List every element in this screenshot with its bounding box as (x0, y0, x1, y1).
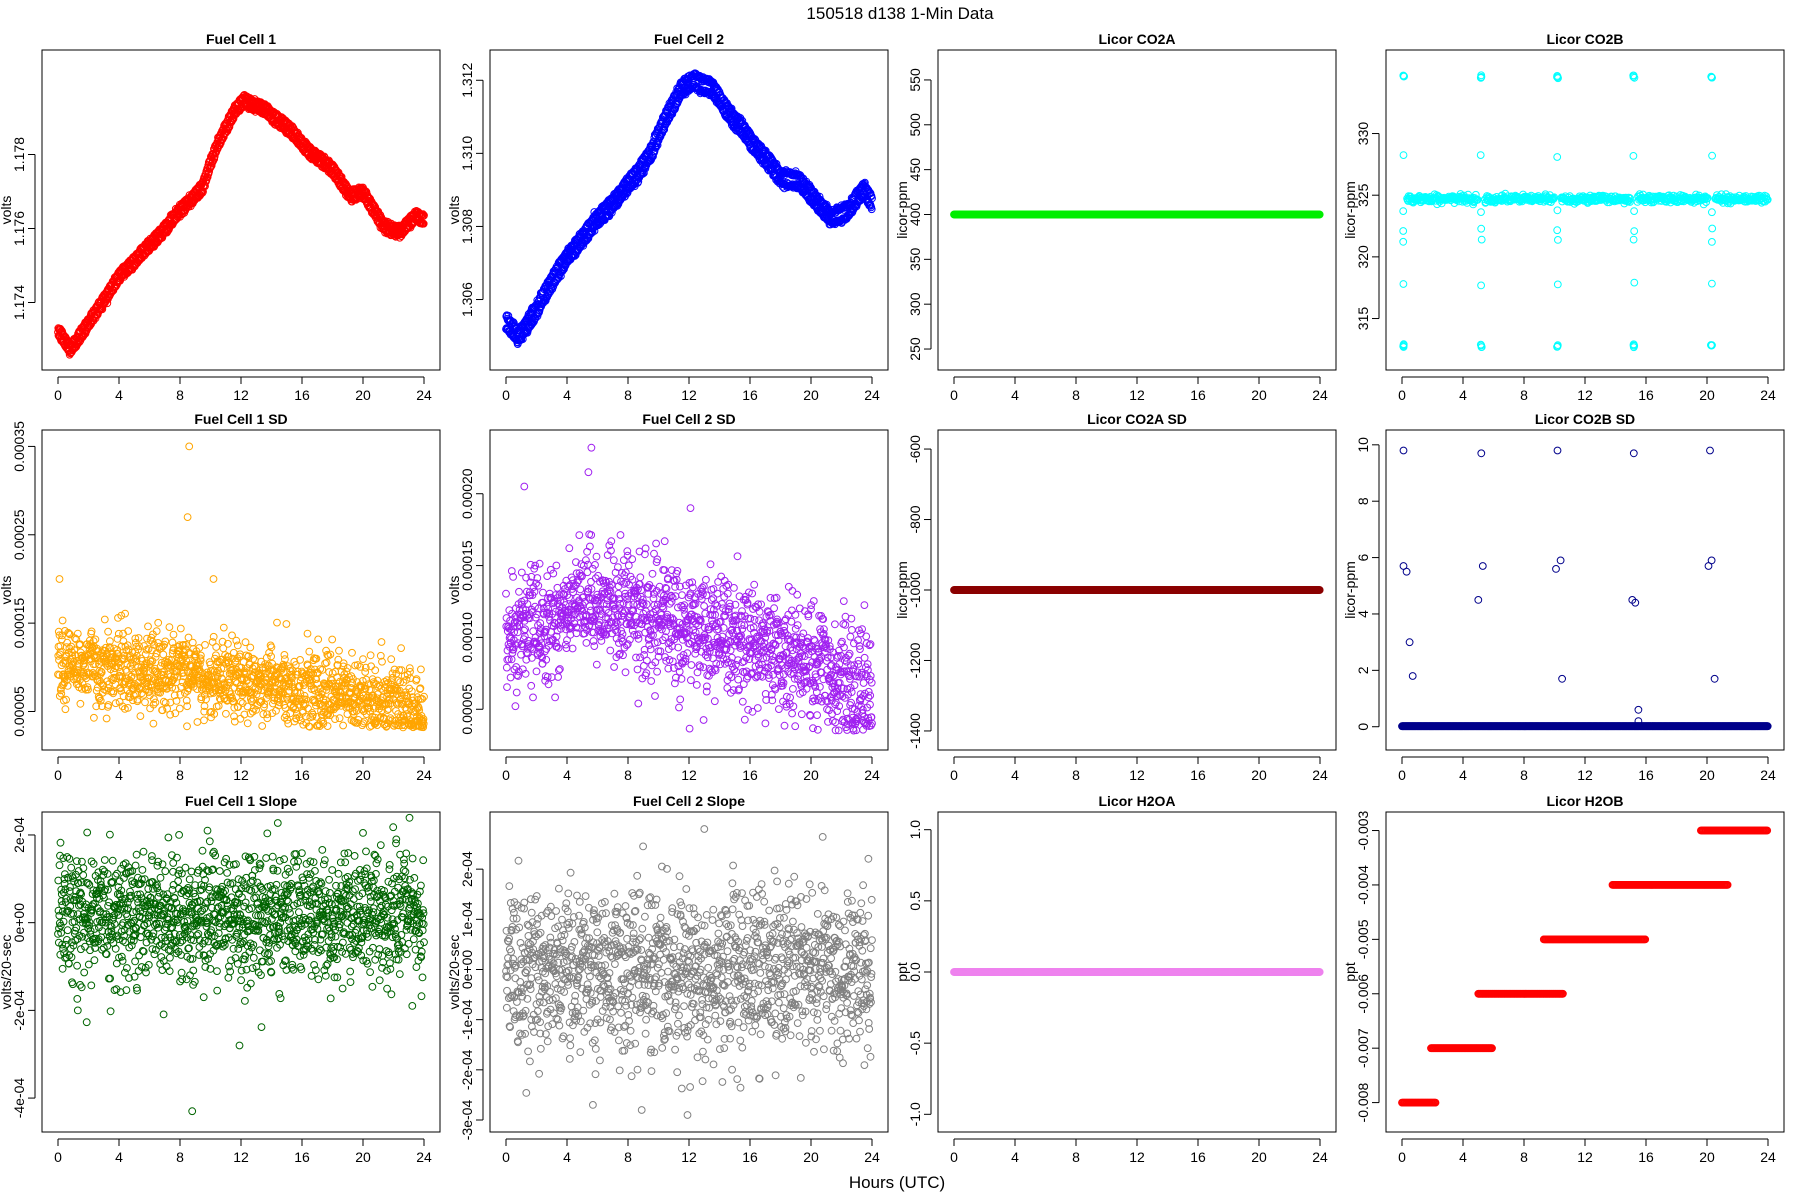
x-tick-label: 24 (1312, 387, 1328, 403)
y-tick-label: 1.174 (11, 285, 27, 320)
x-tick-label: 16 (294, 387, 310, 403)
x-tick-label: 16 (1638, 387, 1654, 403)
x-tick-label: 0 (502, 387, 510, 403)
y-axis-label: volts (446, 196, 462, 225)
data-point (89, 316, 98, 325)
data-point (203, 173, 212, 182)
panel-title: Fuel Cell 2 (654, 31, 724, 47)
x-tick-label: 20 (803, 387, 819, 403)
figure-title: 150518 d138 1-Min Data (806, 4, 994, 23)
x-tick-label: 0 (1398, 387, 1406, 403)
data-point (207, 161, 216, 170)
panel-title: Fuel Cell 1 (206, 31, 276, 47)
y-tick-label: 550 (907, 68, 923, 92)
panels: Fuel Cell 10 4 8 12 16 20 241.1741.1761.178vol… (0, 31, 1785, 1165)
y-tick-label: 500 (907, 113, 923, 137)
y-tick-label: 1.312 (459, 63, 475, 98)
x-tick-label: 24 (864, 387, 880, 403)
panel-1: Fuel Cell 10 4 8 12 16 20 241.1741.1761.178vol… (0, 31, 441, 403)
data-point (219, 133, 228, 141)
x-tick-label: 12 (1129, 387, 1145, 403)
x-tick-label: 0 (54, 387, 62, 403)
x-tick-label: 4 (115, 387, 123, 403)
x-tick-label: 24 (416, 387, 432, 403)
panel-title: Licor CO2B (1546, 31, 1623, 47)
y-tick-label: 320 (1355, 245, 1371, 269)
x-tick-label: 12 (233, 387, 249, 403)
x-tick-label: 12 (681, 387, 697, 403)
data-point (337, 173, 346, 181)
y-tick-label: 250 (907, 337, 923, 361)
x-tick-label: 8 (624, 387, 632, 403)
x-tick-label: 16 (1190, 387, 1206, 403)
figure-x-axis-label: Hours (UTC) (849, 1173, 945, 1192)
x-tick-label: 24 (1760, 387, 1776, 403)
y-tick-label: 330 (1355, 122, 1371, 146)
y-tick-label: 450 (907, 158, 923, 182)
data-point (370, 201, 379, 210)
y-tick-label: 1.310 (459, 136, 475, 171)
y-tick-label: 350 (907, 247, 923, 271)
panel-title: Fuel Cell 1 SD (194, 411, 287, 427)
x-tick-label: 20 (1251, 387, 1267, 403)
panel-title: Licor CO2A (1098, 31, 1175, 47)
y-tick-label: 1.178 (11, 137, 27, 172)
y-axis-label: volts (0, 196, 14, 225)
x-tick-label: 0 (950, 387, 958, 403)
data-points (54, 91, 428, 359)
x-tick-label: 20 (1699, 387, 1715, 403)
data-point (222, 128, 230, 137)
data-point (362, 188, 371, 197)
y-axis-label: licor-ppm (1342, 181, 1358, 239)
y-tick-label: 300 (907, 292, 923, 316)
x-tick-label: 8 (1520, 387, 1528, 403)
x-tick-label: 4 (1459, 387, 1467, 403)
x-tick-label: 8 (176, 387, 184, 403)
x-tick-label: 16 (742, 387, 758, 403)
y-tick-label: 315 (1355, 307, 1371, 331)
x-tick-label: 4 (1011, 387, 1019, 403)
y-tick-label: 1.306 (459, 282, 475, 317)
x-tick-label: 8 (1072, 387, 1080, 403)
y-axis-label: licor-ppm (894, 181, 910, 239)
x-tick-label: 4 (563, 387, 571, 403)
x-tick-label: 12 (1577, 387, 1593, 403)
x-tick-label: 20 (355, 387, 371, 403)
data-points (950, 210, 1324, 219)
